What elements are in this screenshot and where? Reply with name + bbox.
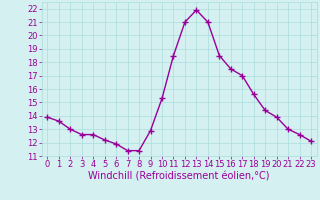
- X-axis label: Windchill (Refroidissement éolien,°C): Windchill (Refroidissement éolien,°C): [88, 172, 270, 182]
